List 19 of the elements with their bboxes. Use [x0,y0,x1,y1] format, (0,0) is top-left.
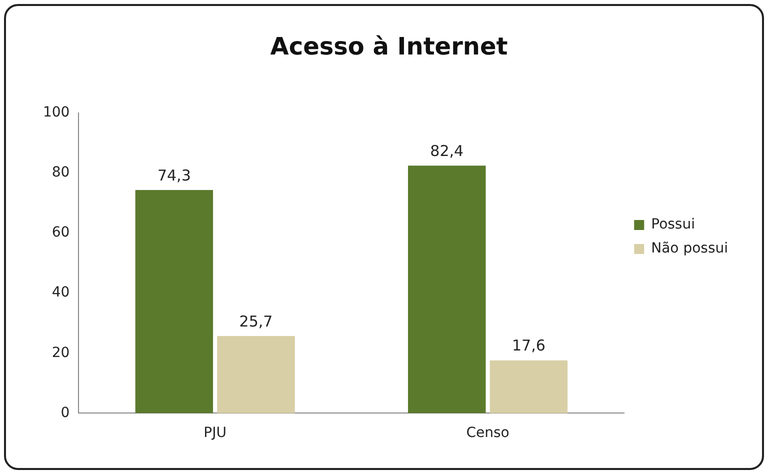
bar [490,360,568,414]
bar [135,190,214,414]
y-tick-label: 20 [52,344,70,361]
y-tick-label: 40 [52,284,70,301]
legend-label: Possui [651,216,695,233]
data-label: 74,3 [157,166,191,184]
chart-title: Acesso à Internet [270,32,508,61]
legend-label: Não possui [651,240,728,257]
data-label: 17,6 [512,336,546,355]
x-tick-label: Censo [466,425,510,442]
x-tick-label: PJU [204,425,226,442]
y-tick-label: 100 [42,104,70,120]
y-tick-label: 0 [60,404,70,421]
data-label: 82,4 [430,142,464,160]
bar [408,166,486,414]
bar [217,336,295,414]
y-tick-label: 80 [52,164,70,181]
y-tick-label: 60 [52,224,70,241]
data-label: 25,7 [239,312,273,330]
